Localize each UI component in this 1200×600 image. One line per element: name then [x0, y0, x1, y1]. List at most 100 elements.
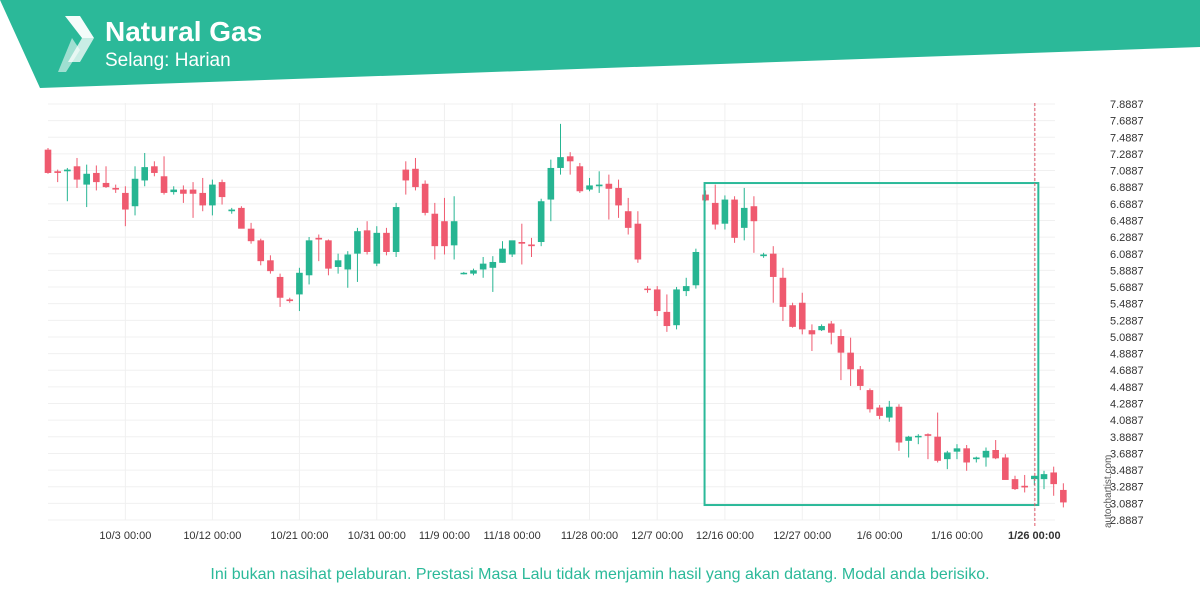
y-tick-label: 7.2887	[1110, 149, 1144, 161]
candle-body	[1002, 457, 1009, 480]
candle-body	[924, 434, 932, 436]
y-tick-label: 2.8887	[1110, 515, 1144, 527]
candle-body	[595, 184, 603, 187]
x-tick-label: 10/31 00:00	[348, 530, 406, 542]
watermark: autochartist.com	[1103, 454, 1114, 528]
y-axis: 7.8887 7.6887 7.4887 7.2887 7.0887 6.8887 6.68…	[1110, 99, 1144, 527]
candle-body	[808, 330, 816, 335]
y-tick-label: 3.8887	[1110, 432, 1144, 444]
candle-body	[276, 276, 284, 298]
candle-body	[944, 452, 951, 460]
candle-body	[1050, 472, 1057, 485]
candle-body	[856, 369, 864, 386]
candle-body	[421, 183, 429, 213]
candle-body	[624, 211, 632, 228]
y-tick-label: 7.8887	[1110, 99, 1144, 111]
x-tick-label: 12/16 00:00	[696, 530, 754, 542]
candle-body	[247, 228, 255, 242]
candle-body	[692, 251, 700, 286]
candle-body	[151, 166, 158, 173]
candle-body	[518, 242, 526, 244]
candle-body	[170, 189, 178, 193]
candle-body	[818, 326, 825, 331]
candle-body	[615, 187, 622, 206]
candle-body	[740, 207, 748, 228]
candle-body	[363, 230, 371, 252]
candle-body	[305, 240, 313, 276]
candle-body	[963, 448, 970, 463]
candle-body	[1031, 475, 1038, 480]
candle-body	[460, 272, 468, 275]
x-tick-label: 10/21 00:00	[270, 530, 328, 542]
candle-body	[315, 237, 323, 240]
candlestick-chart: 7.8887 7.6887 7.4887 7.2887 7.0887 6.8887 6.68…	[44, 99, 1144, 542]
candle-body	[798, 302, 806, 330]
candle-body	[547, 167, 555, 200]
candle-body	[296, 272, 303, 295]
header-background	[0, 0, 1200, 88]
chart-title: Natural Gas	[105, 16, 263, 47]
candle-body	[83, 173, 90, 185]
y-tick-label: 6.4887	[1110, 215, 1144, 227]
candle-body	[634, 223, 642, 260]
y-tick-label: 7.0887	[1110, 166, 1144, 178]
y-tick-label: 3.2887	[1110, 482, 1144, 494]
candle-body	[238, 207, 245, 229]
y-tick-label: 5.8887	[1110, 265, 1144, 277]
candle-body	[199, 192, 207, 206]
candle-body	[412, 168, 419, 188]
candle-body	[1040, 474, 1048, 480]
candle-body	[383, 232, 390, 252]
autochartist-logo-icon	[58, 16, 94, 72]
x-tick-label: 12/7 00:00	[631, 530, 683, 542]
y-tick-label: 6.8887	[1110, 182, 1144, 194]
candle-body	[479, 263, 487, 270]
header-banner	[0, 0, 1200, 88]
candle-body	[354, 231, 361, 254]
candle-body	[866, 390, 874, 410]
candle-body	[160, 176, 168, 193]
candle-body	[537, 201, 545, 243]
y-tick-label: 5.6887	[1110, 282, 1144, 294]
candle-body	[885, 406, 893, 418]
candle-body	[973, 457, 980, 460]
candle-body	[682, 286, 690, 292]
candle-body	[769, 253, 777, 277]
pattern-overlay	[703, 103, 1040, 528]
candle-body	[731, 199, 738, 238]
x-axis: 10/3 00:00 10/12 00:00 10/21 00:00 10/31 00…	[99, 530, 1060, 542]
candle-body	[663, 311, 671, 327]
x-tick-label: 11/9 00:00	[419, 530, 470, 542]
candle-body	[122, 192, 129, 210]
y-tick-label: 6.2887	[1110, 232, 1144, 244]
candle-body	[953, 448, 961, 452]
candle-body	[44, 149, 52, 173]
candle-body	[112, 187, 119, 190]
y-tick-label: 4.8887	[1110, 349, 1144, 361]
candle-body	[470, 270, 477, 274]
candle-body	[760, 254, 767, 257]
chart-subtitle: Selang: Harian	[105, 50, 231, 71]
candle-body	[557, 157, 564, 168]
y-tick-label: 5.0887	[1110, 332, 1144, 344]
candle-body	[402, 169, 410, 181]
y-tick-label: 3.0887	[1110, 498, 1144, 510]
candle-body	[267, 260, 274, 272]
candle-body	[131, 178, 139, 207]
candle-body	[644, 288, 651, 291]
candle-body	[847, 352, 854, 370]
y-tick-label: 3.4887	[1110, 465, 1144, 477]
candle-body	[982, 450, 990, 458]
candle-body	[605, 183, 613, 189]
candle-body	[218, 182, 226, 198]
candle-body	[189, 189, 197, 194]
candle-body	[180, 189, 187, 194]
pattern-box	[703, 182, 1040, 507]
y-tick-label: 6.6887	[1110, 199, 1144, 211]
candle-body	[93, 172, 100, 183]
candle-body	[779, 277, 787, 307]
candle-body	[653, 289, 661, 312]
y-tick-label: 5.2887	[1110, 315, 1144, 327]
candle-body	[373, 232, 381, 264]
grid-lines	[48, 103, 1055, 521]
